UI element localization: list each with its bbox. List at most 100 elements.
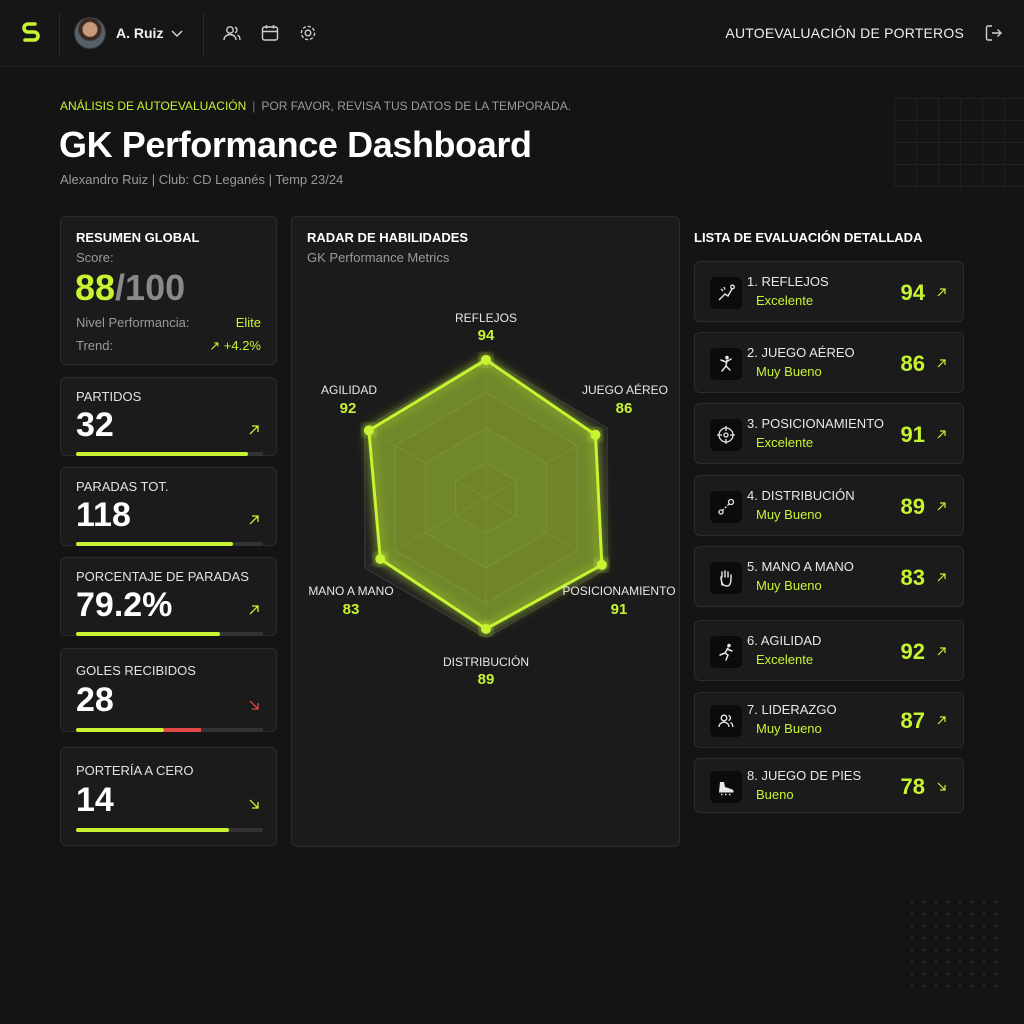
item-name: 8. JUEGO DE PIES	[747, 767, 862, 783]
summary-card: RESUMEN GLOBAL Score: 88/100 Nivel Perfo…	[60, 216, 277, 365]
item-score: 89	[900, 493, 925, 519]
evaluation-item[interactable]: 5. MANO A MANO Muy Bueno 83	[694, 546, 964, 607]
stat-label: PARTIDOS	[76, 389, 142, 404]
radar-point	[481, 354, 491, 365]
page-kicker: ANÁLISIS DE AUTOEVALUACIÓN | POR FAVOR, RE…	[60, 99, 571, 113]
progress-fill-negative	[163, 728, 202, 732]
item-name: 5. MANO A MANO	[747, 558, 854, 574]
evaluation-item[interactable]: 4. DISTRIBUCIÓN Muy Bueno 89	[694, 475, 964, 536]
summary-title: RESUMEN GLOBAL	[76, 230, 200, 245]
radar-point	[375, 554, 386, 565]
progress-fill	[76, 728, 164, 732]
progress-bar	[76, 542, 263, 546]
radar-title: RADAR DE HABILIDADES	[307, 230, 469, 245]
app-logo-icon[interactable]	[19, 21, 43, 45]
evaluation-item[interactable]: 3. POSICIONAMIENTO Excelente 91	[694, 403, 964, 464]
item-grade: Excelente	[756, 434, 814, 450]
progress-fill	[76, 828, 230, 832]
trend-up-icon	[937, 429, 946, 438]
stat-value: 28	[76, 681, 114, 719]
chevron-down-icon[interactable]	[170, 26, 184, 40]
item-name: 3. POSICIONAMIENTO	[747, 415, 885, 431]
calendar-icon[interactable]	[260, 23, 280, 43]
crosshair-icon	[710, 418, 742, 451]
item-score: 78	[900, 773, 925, 799]
radar-point	[481, 623, 491, 634]
trend-up-icon	[249, 515, 259, 525]
progress-bar	[76, 728, 263, 732]
item-grade: Excelente	[756, 651, 814, 667]
stat-card-porteria[interactable]: PORTERÍA A CERO 14	[60, 747, 277, 846]
glove-hand-icon	[710, 561, 742, 594]
app-title: AUTOEVALUACIÓN DE PORTEROS	[725, 25, 964, 41]
trend-down-icon	[249, 799, 259, 809]
evaluation-item[interactable]: 7. LIDERAZGO Muy Bueno 87	[694, 692, 964, 748]
item-score: 83	[900, 564, 925, 590]
stat-value: 79.2%	[76, 586, 173, 624]
list-title: LISTA DE EVALUACIÓN DETALLADA	[694, 230, 923, 245]
item-grade: Muy Bueno	[756, 577, 822, 593]
page-title: GK Performance Dashboard	[59, 124, 532, 165]
trend-down-icon	[249, 700, 259, 710]
logout-icon[interactable]	[984, 23, 1004, 43]
evaluation-item[interactable]: 2. JUEGO AÉREO Muy Bueno 86	[694, 332, 964, 393]
trend-up-icon	[249, 605, 259, 615]
item-name: 7. LIDERAZGO	[747, 702, 837, 717]
item-score: 92	[900, 638, 925, 664]
stat-card-partidos[interactable]: PARTIDOS 32	[60, 377, 277, 456]
trend-up-icon	[937, 358, 946, 367]
item-name: 6. AGILIDAD	[747, 632, 822, 648]
gear-icon[interactable]	[298, 23, 318, 43]
stat-card-porcentaje[interactable]: PORCENTAJE DE PARADAS 79.2%	[60, 557, 277, 636]
users-icon[interactable]	[222, 23, 242, 43]
radar-axis-label: REFLEJOS	[454, 311, 517, 325]
page-subtitle: Alexandro Ruiz | Club: CD Leganés | Temp…	[60, 172, 344, 187]
radar-value-label: 94	[477, 327, 495, 344]
stat-card-goles[interactable]: GOLES RECIBIDOS 28	[60, 648, 277, 732]
stat-value: 14	[76, 781, 114, 819]
item-score: 94	[900, 279, 925, 305]
item-score: 86	[900, 350, 925, 376]
kicker-separator: |	[252, 99, 256, 113]
radar-value-label: 91	[610, 601, 628, 618]
score-max: /100	[115, 267, 186, 308]
kicker-accent: ANÁLISIS DE AUTOEVALUACIÓN	[60, 99, 247, 113]
level-row: Nivel Performancia: Elite	[76, 315, 261, 330]
evaluation-item[interactable]: 1. REFLEJOS Excelente 94	[694, 261, 964, 322]
radar-point	[363, 425, 374, 436]
dots-decoration	[906, 896, 1006, 996]
trend-up-icon	[937, 716, 946, 725]
progress-fill	[76, 632, 220, 636]
trend-up-icon	[937, 287, 946, 296]
divider	[59, 12, 60, 56]
trend-up-icon	[937, 646, 946, 655]
grid-decoration	[894, 98, 1024, 188]
evaluation-item[interactable]: 6. AGILIDAD Excelente 92	[694, 620, 964, 681]
score-label: Score:	[76, 250, 114, 265]
radar-value-label: 83	[342, 601, 360, 618]
kicker-text: POR FAVOR, REVISA TUS DATOS DE LA TEMPOR…	[261, 99, 572, 113]
radar-axis-label: DISTRIBUCIÓN	[442, 655, 529, 669]
trend-row: Trend: ↗ +4.2%	[76, 338, 261, 353]
avatar[interactable]	[74, 17, 106, 49]
divider	[203, 12, 204, 56]
progress-bar	[76, 828, 263, 832]
stat-value: 32	[76, 406, 114, 444]
radar-chart	[363, 354, 608, 639]
trend-up-icon	[249, 425, 259, 435]
trend-down-icon	[937, 782, 946, 791]
pass-nodes-icon	[710, 490, 742, 523]
item-grade: Muy Bueno	[756, 506, 822, 522]
score-value: 88	[75, 267, 116, 308]
football-boot-icon	[710, 770, 742, 803]
level-label: Nivel Performancia:	[76, 315, 190, 330]
evaluation-item[interactable]: 8. JUEGO DE PIES Bueno 78	[694, 758, 964, 813]
trend-value: ↗ +4.2%	[209, 338, 261, 353]
user-name[interactable]: A. Ruiz	[116, 25, 164, 41]
radar-subtitle: GK Performance Metrics	[307, 250, 450, 265]
item-score: 91	[900, 421, 925, 447]
progress-fill	[76, 542, 234, 546]
radar-point	[590, 429, 601, 440]
stat-card-paradas[interactable]: PARADAS TOT. 118	[60, 467, 277, 546]
progress-fill	[76, 452, 249, 456]
